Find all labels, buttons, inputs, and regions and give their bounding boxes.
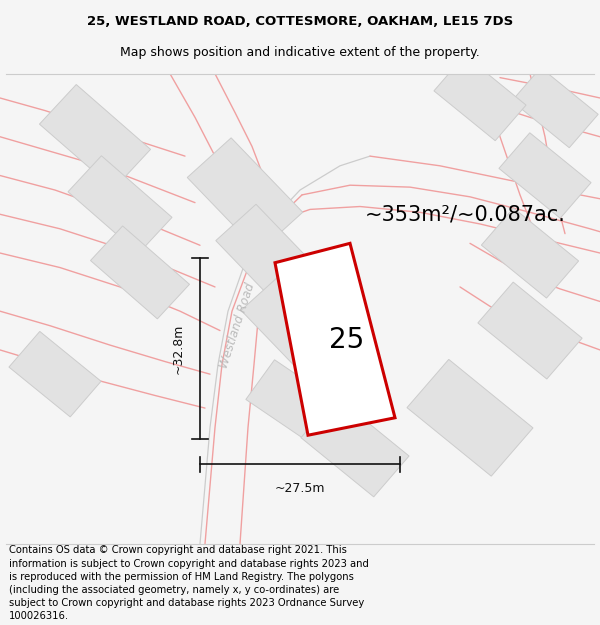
Polygon shape <box>512 68 598 148</box>
Text: Map shows position and indicative extent of the property.: Map shows position and indicative extent… <box>120 46 480 59</box>
Polygon shape <box>478 282 582 379</box>
Polygon shape <box>68 156 172 253</box>
Polygon shape <box>216 204 324 311</box>
Polygon shape <box>434 55 526 141</box>
Text: ~353m²/~0.087ac.: ~353m²/~0.087ac. <box>365 204 566 224</box>
Polygon shape <box>499 132 591 218</box>
Polygon shape <box>407 359 533 476</box>
Text: 25, WESTLAND ROAD, COTTESMORE, OAKHAM, LE15 7DS: 25, WESTLAND ROAD, COTTESMORE, OAKHAM, L… <box>87 15 513 28</box>
Text: Contains OS data © Crown copyright and database right 2021. This
information is : Contains OS data © Crown copyright and d… <box>9 545 369 621</box>
Text: ~27.5m: ~27.5m <box>275 482 325 495</box>
Polygon shape <box>481 208 578 298</box>
Text: 25: 25 <box>329 326 365 354</box>
Polygon shape <box>246 360 344 447</box>
Polygon shape <box>301 397 409 497</box>
Polygon shape <box>275 243 395 435</box>
Polygon shape <box>9 331 101 417</box>
Text: Westland Road: Westland Road <box>217 281 257 370</box>
Polygon shape <box>241 278 339 374</box>
Polygon shape <box>40 84 151 189</box>
Polygon shape <box>91 226 190 319</box>
Text: ~32.8m: ~32.8m <box>172 323 185 374</box>
Polygon shape <box>187 138 303 252</box>
